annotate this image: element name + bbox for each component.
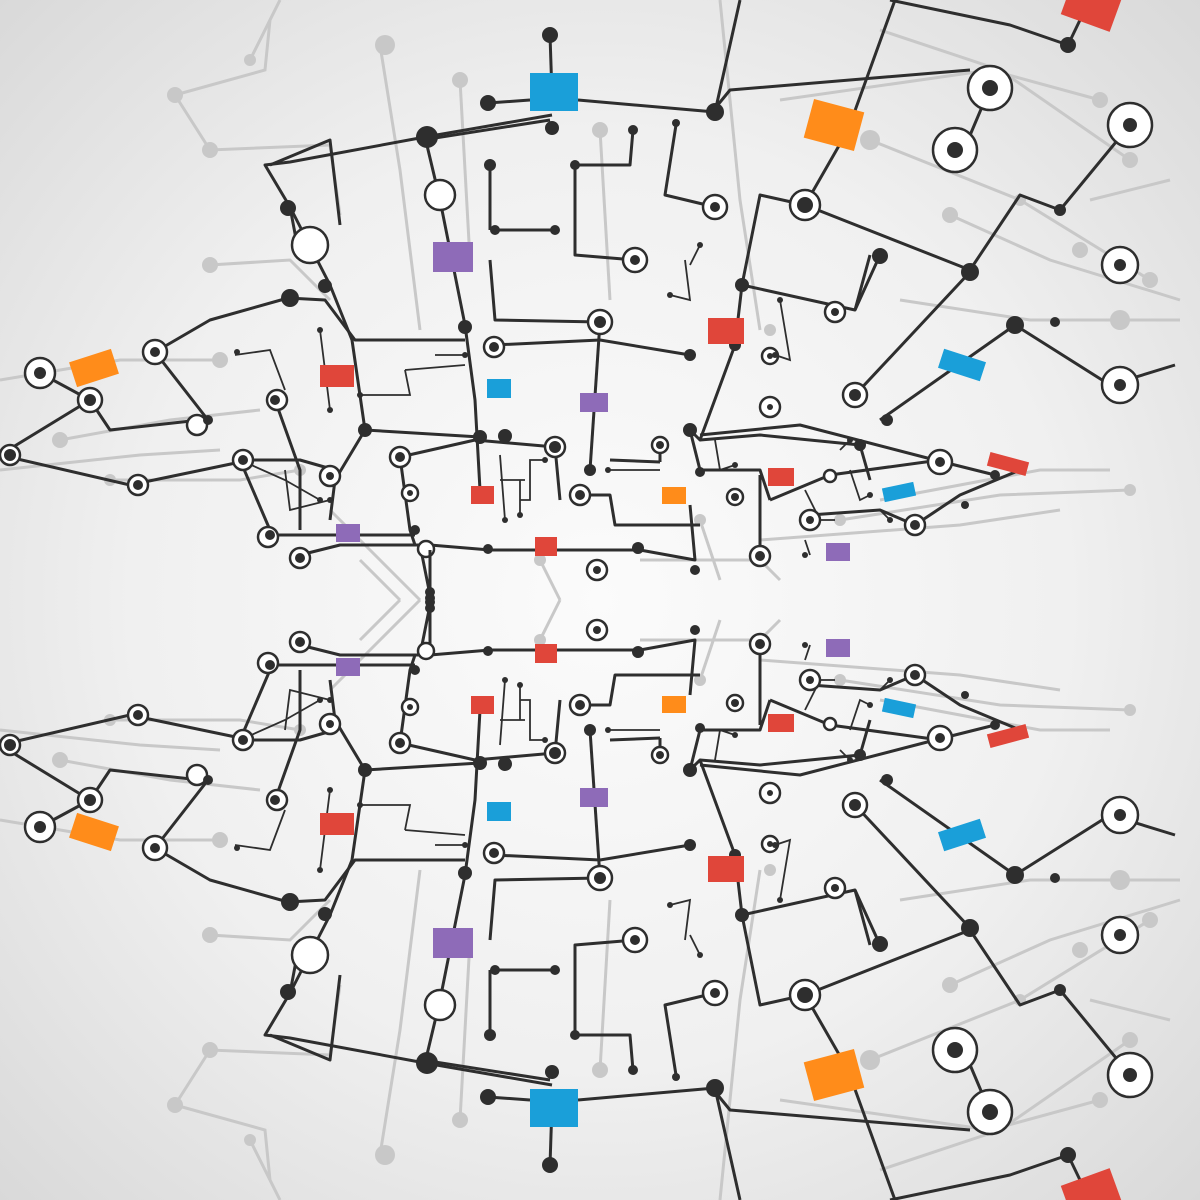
chip-red xyxy=(986,452,1030,476)
chip-orange xyxy=(803,98,865,152)
circuit-half-top xyxy=(0,0,1181,650)
chip-purple xyxy=(336,524,360,542)
chip-red xyxy=(535,537,557,556)
chip-purple xyxy=(826,543,850,561)
chip-blue xyxy=(487,379,511,398)
chip-red xyxy=(471,486,494,504)
chip-orange xyxy=(69,348,119,388)
chip-purple xyxy=(433,242,473,272)
background-traces xyxy=(0,0,1181,602)
chip-blue xyxy=(530,73,578,111)
chip-red xyxy=(1060,0,1122,32)
chip-blue xyxy=(881,481,917,503)
chips xyxy=(69,0,1122,561)
dot-nodes xyxy=(4,27,1137,613)
chip-orange xyxy=(662,487,686,504)
chip-red xyxy=(708,318,744,344)
chip-red xyxy=(320,365,354,387)
chip-red xyxy=(768,468,794,486)
chip-purple xyxy=(580,393,608,412)
background-nodes xyxy=(52,35,1158,566)
chip-blue xyxy=(937,348,987,382)
thin-traces xyxy=(234,244,891,556)
circuit-half-bottom-mirror xyxy=(0,548,1182,1200)
